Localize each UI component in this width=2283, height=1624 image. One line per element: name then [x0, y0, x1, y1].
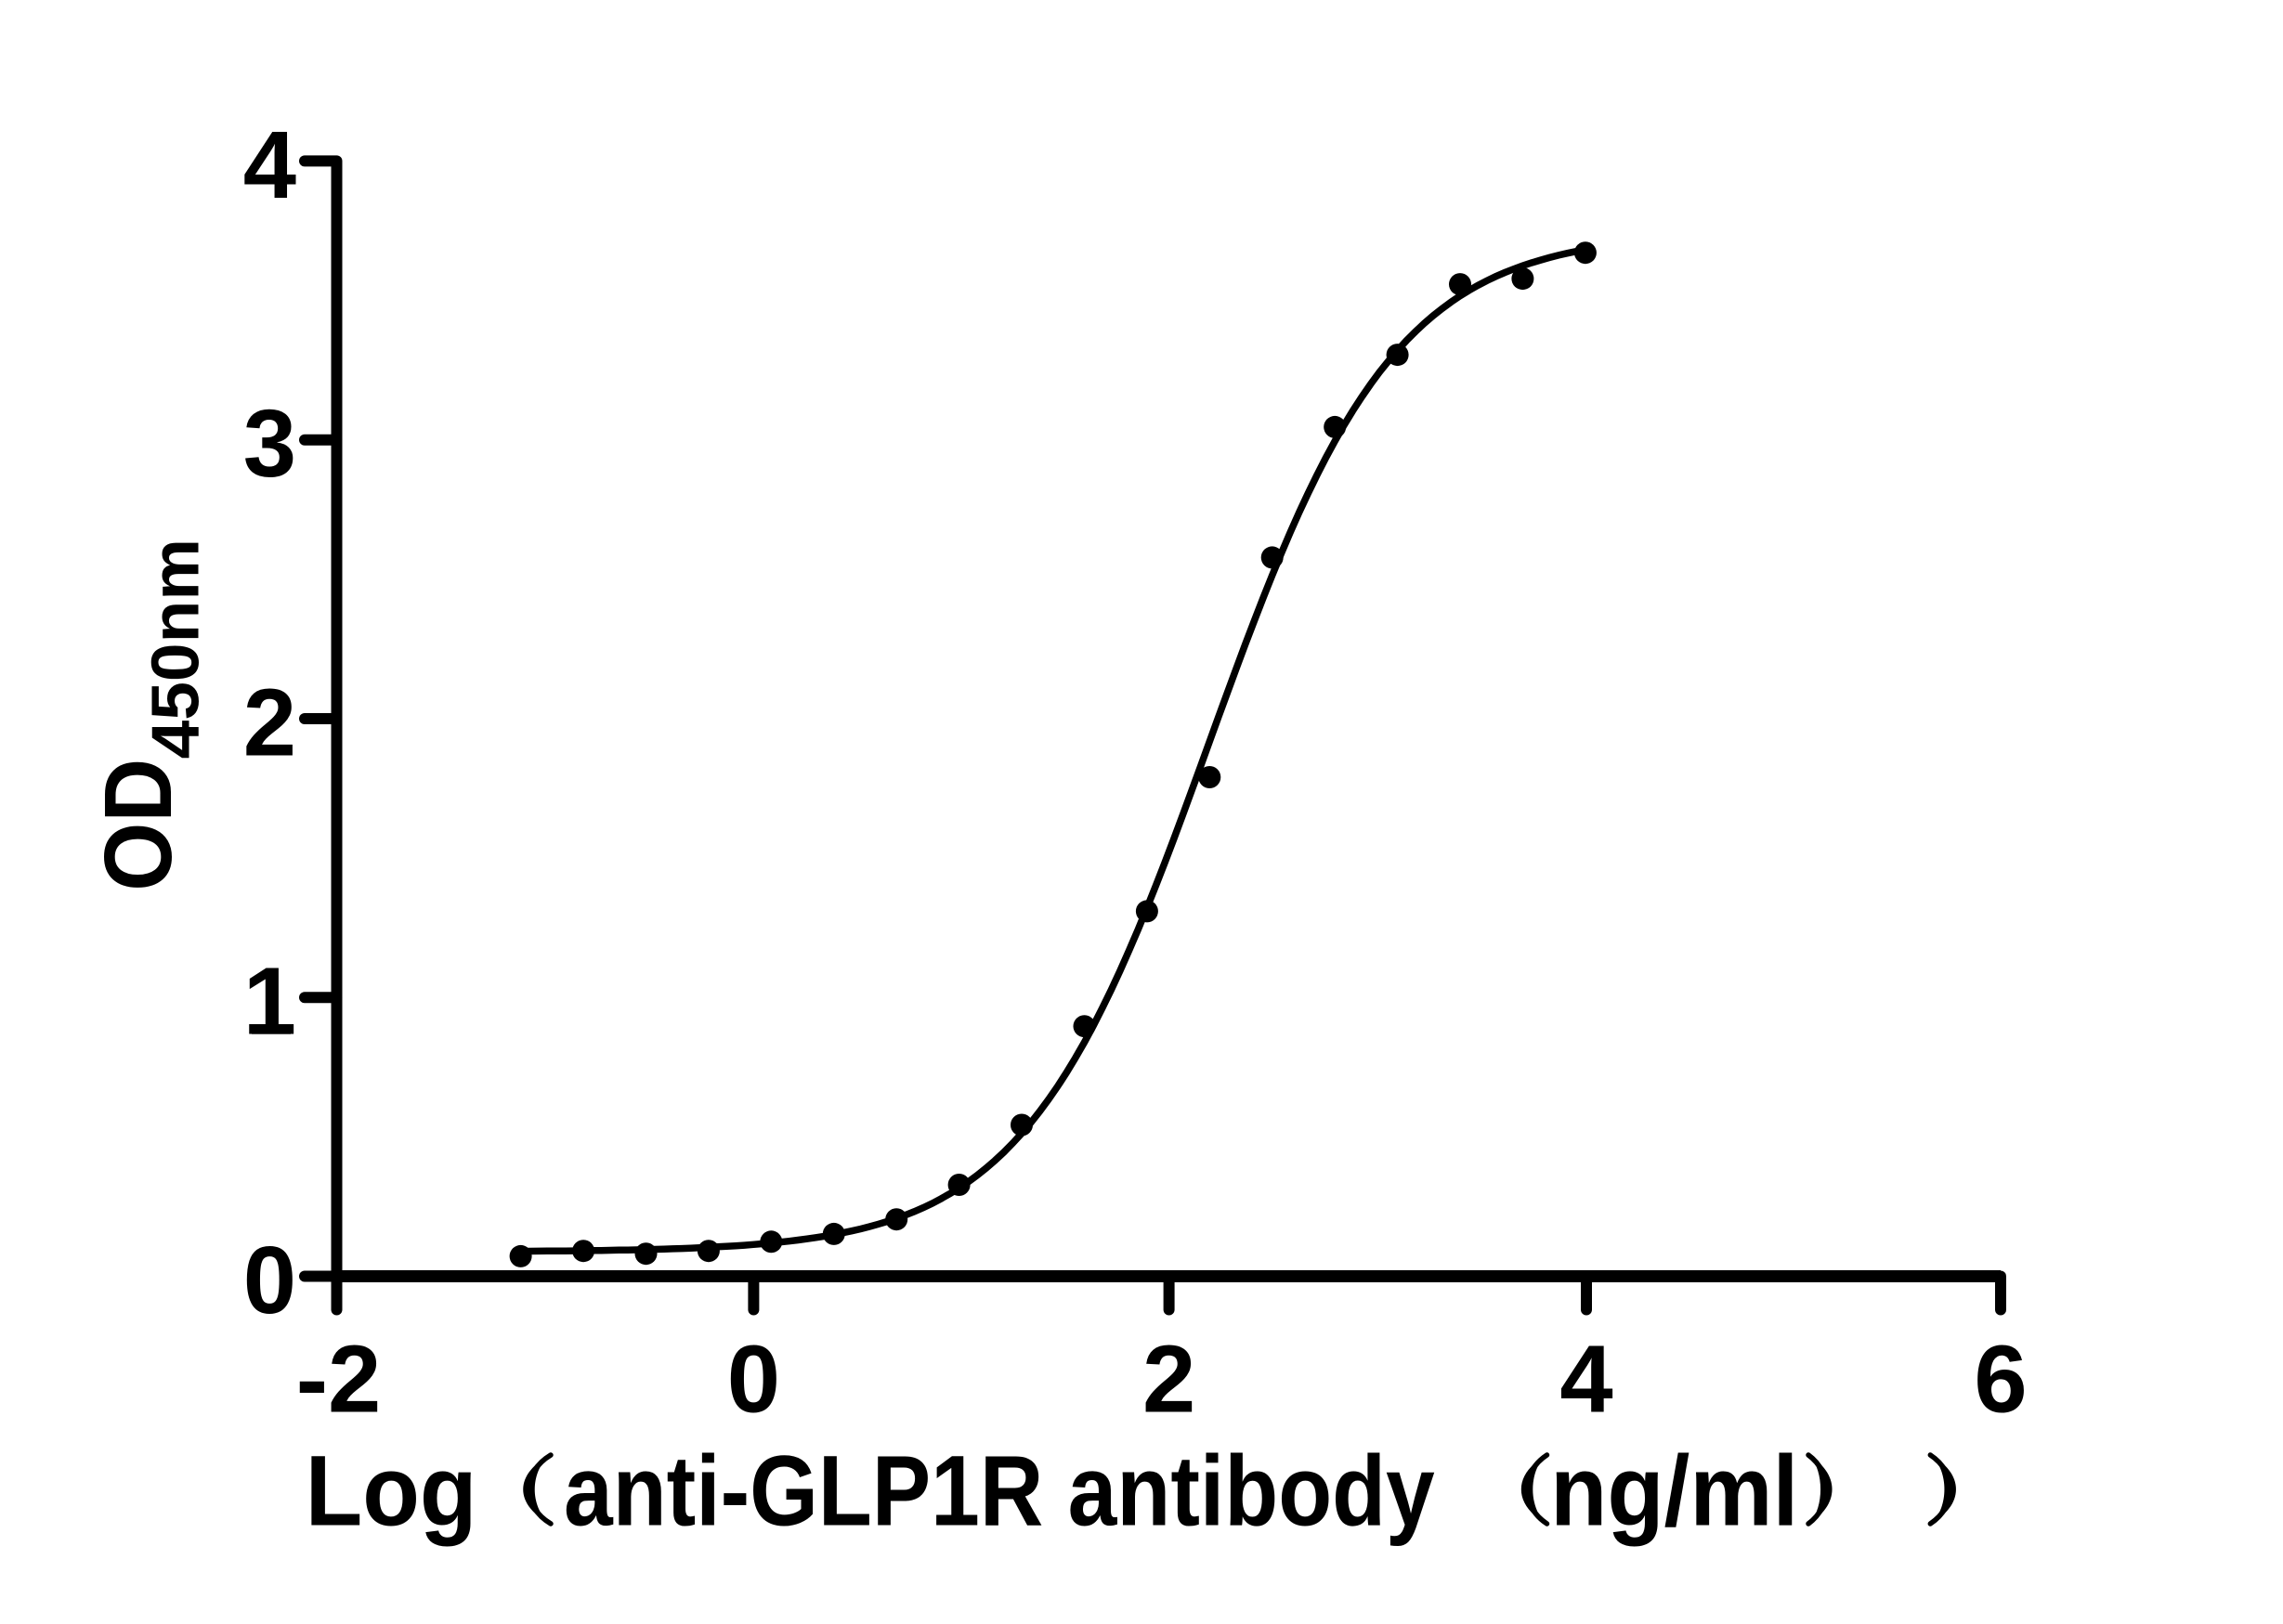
svg-text:4: 4 [243, 111, 296, 218]
svg-text:2: 2 [243, 669, 296, 776]
svg-text:3: 3 [243, 390, 296, 497]
svg-text:0: 0 [243, 1227, 296, 1333]
svg-text:4: 4 [1559, 1326, 1612, 1433]
svg-text:2: 2 [1142, 1326, 1195, 1433]
svg-text:Log: Log [306, 1435, 477, 1547]
svg-text:6: 6 [1974, 1326, 2027, 1433]
svg-text:0: 0 [727, 1326, 780, 1433]
svg-text:anti-GLP1R antibody: anti-GLP1R antibody [564, 1435, 1435, 1547]
svg-text:ng/ml: ng/ml [1550, 1435, 1798, 1547]
svg-text:OD: OD [85, 759, 191, 891]
svg-text:-2: -2 [296, 1326, 382, 1433]
svg-text:1: 1 [243, 948, 296, 1055]
svg-text:450nm: 450nm [139, 539, 214, 759]
